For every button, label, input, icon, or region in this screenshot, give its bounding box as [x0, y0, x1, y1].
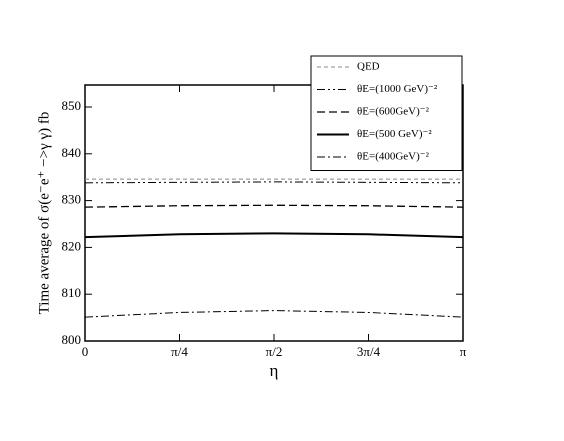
series-line — [84, 204, 464, 208]
series-line — [84, 181, 464, 184]
x-tick-label: 3π/4 — [357, 344, 381, 359]
series-line — [84, 310, 464, 318]
y-tick-label: 820 — [62, 238, 82, 253]
x-tick-label: π — [460, 344, 467, 359]
y-axis-label: Time average of σ(e⁻e⁺ −>γ γ) fb — [36, 112, 52, 315]
y-tick-label: 800 — [62, 332, 82, 347]
legend-label: θE=(1000 GeV)⁻² — [357, 83, 438, 95]
series-line — [84, 232, 464, 239]
legend-label: θE=(400GeV)⁻² — [357, 151, 430, 163]
legend-label: θE=(500 GeV)⁻² — [357, 128, 432, 140]
x-axis-label: η — [270, 361, 279, 380]
y-tick-label: 850 — [62, 98, 82, 113]
y-tick-label: 810 — [62, 285, 82, 300]
x-tick-label: 0 — [82, 344, 89, 359]
y-tick-label: 840 — [62, 145, 82, 160]
legend-box — [310, 55, 463, 171]
legend-label: QED — [357, 61, 380, 73]
x-tick-label: π/2 — [266, 344, 283, 359]
x-tick-label: π/4 — [171, 344, 188, 359]
legend-label: θE=(600GeV)⁻² — [357, 106, 430, 118]
y-tick-label: 830 — [62, 192, 82, 207]
